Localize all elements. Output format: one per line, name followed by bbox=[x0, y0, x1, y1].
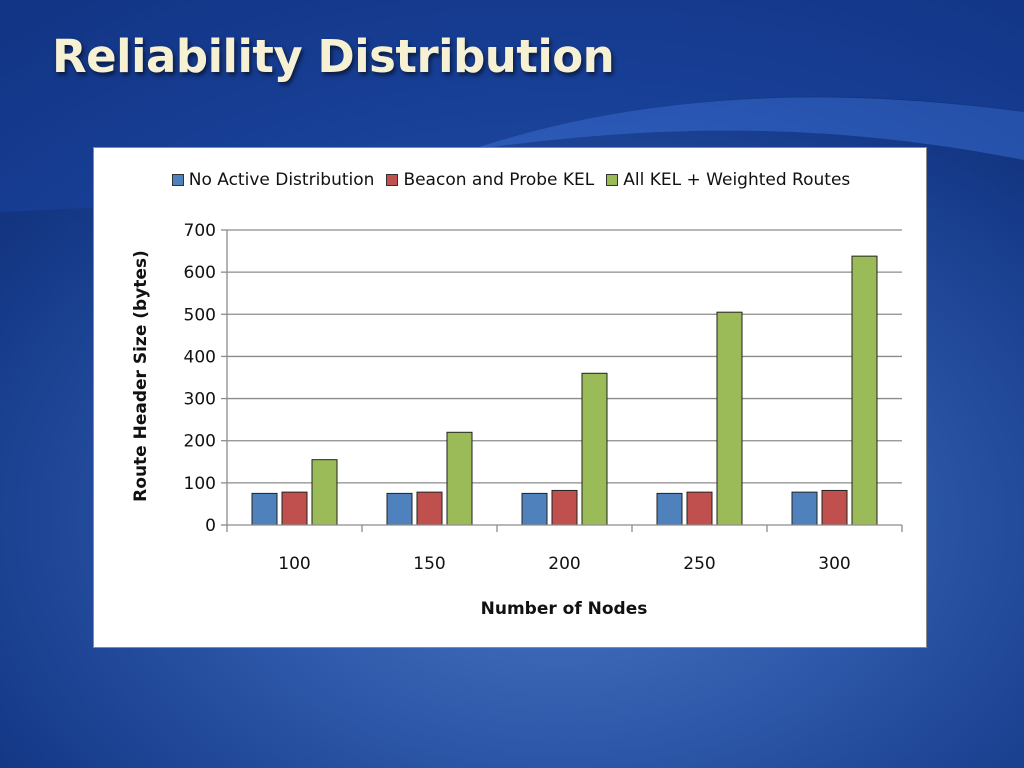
y-tick-label: 600 bbox=[184, 263, 216, 283]
bar bbox=[311, 459, 338, 526]
y-tick-label: 400 bbox=[184, 347, 216, 367]
legend-label: All KEL + Weighted Routes bbox=[623, 170, 851, 190]
bar bbox=[386, 492, 413, 526]
y-tick-label: 700 bbox=[184, 221, 216, 241]
bar bbox=[851, 255, 878, 526]
bar bbox=[281, 491, 308, 526]
bar bbox=[446, 431, 473, 526]
chart-legend: No Active Distribution Beacon and Probe … bbox=[94, 170, 928, 190]
x-axis-label: Number of Nodes bbox=[481, 599, 648, 619]
legend-label: Beacon and Probe KEL bbox=[403, 170, 595, 190]
y-tick-label: 300 bbox=[184, 390, 216, 410]
gridlines bbox=[227, 229, 902, 484]
legend-item-no-active-distribution: No Active Distribution bbox=[171, 170, 375, 190]
slide-title: Reliability Distribution bbox=[52, 30, 615, 83]
x-tick-label: 300 bbox=[818, 554, 850, 574]
axis-labels: Number of Nodes Route Header Size (bytes… bbox=[131, 250, 647, 619]
y-tick-label: 500 bbox=[184, 305, 216, 325]
legend-swatch bbox=[606, 174, 619, 186]
legend-label: No Active Distribution bbox=[188, 170, 375, 190]
legend-swatch bbox=[386, 174, 399, 186]
bar bbox=[716, 311, 743, 526]
bar bbox=[251, 492, 278, 526]
x-tick-label: 100 bbox=[278, 554, 310, 574]
legend-swatch bbox=[171, 174, 184, 186]
bar bbox=[686, 491, 713, 526]
legend-item-all-kel-weighted-routes: All KEL + Weighted Routes bbox=[606, 170, 850, 190]
bars bbox=[251, 255, 878, 526]
bar bbox=[416, 491, 443, 526]
bar bbox=[521, 492, 548, 526]
bar-chart: 0 100 200 300 400 500 600 700 100 150 200 250 300 Nu… bbox=[131, 221, 903, 619]
bar bbox=[656, 492, 683, 526]
y-tick-label: 0 bbox=[205, 516, 216, 536]
x-tick-label: 150 bbox=[413, 554, 445, 574]
y-axis-label: Route Header Size (bytes) bbox=[131, 250, 151, 502]
y-tick-label: 200 bbox=[184, 432, 216, 452]
chart-panel: No Active Distribution Beacon and Probe … bbox=[93, 147, 927, 648]
axes: 0 100 200 300 400 500 600 700 100 150 200 250 300 bbox=[184, 221, 903, 574]
legend-item-beacon-and-probe-kel: Beacon and Probe KEL bbox=[386, 170, 594, 190]
bar bbox=[551, 489, 578, 526]
bar bbox=[791, 491, 818, 526]
x-tick-label: 200 bbox=[548, 554, 580, 574]
bar bbox=[821, 489, 848, 526]
bar bbox=[581, 372, 608, 526]
y-tick-label: 100 bbox=[184, 474, 216, 494]
x-tick-label: 250 bbox=[683, 554, 715, 574]
